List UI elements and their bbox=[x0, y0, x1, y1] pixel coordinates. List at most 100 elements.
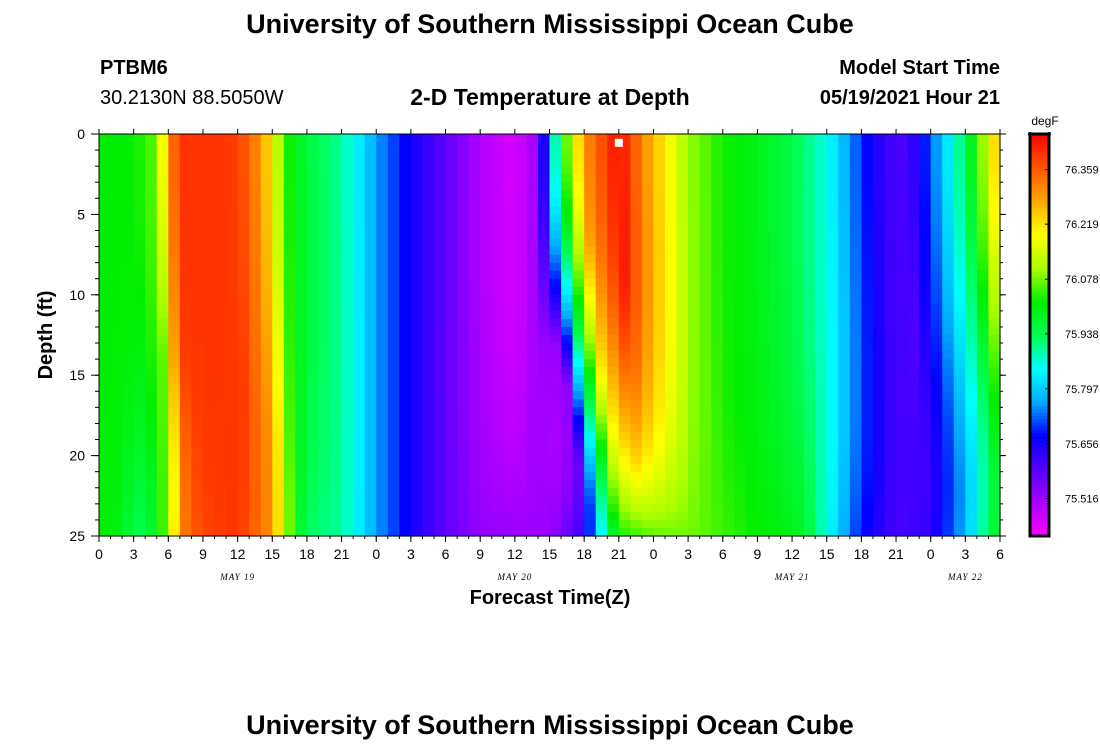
heatmap-cell bbox=[549, 214, 562, 224]
heatmap-cell bbox=[572, 206, 585, 215]
heatmap-cell bbox=[272, 407, 285, 416]
heatmap-cell bbox=[99, 479, 112, 489]
heatmap-cell bbox=[318, 479, 331, 489]
heatmap-cell bbox=[618, 134, 631, 143]
heatmap-cell bbox=[549, 246, 562, 256]
heatmap-cell bbox=[214, 519, 227, 529]
heatmap-cell bbox=[641, 198, 655, 207]
heatmap-cell bbox=[745, 270, 759, 280]
heatmap-cell bbox=[272, 471, 285, 481]
heatmap-cell bbox=[318, 182, 331, 191]
heatmap-cell bbox=[237, 407, 250, 416]
heatmap-cell bbox=[214, 375, 227, 384]
heatmap-cell bbox=[688, 351, 701, 360]
x-tick-label: 12 bbox=[784, 546, 800, 562]
heatmap-cell bbox=[306, 439, 320, 449]
x-axis-title: Forecast Time(Z) bbox=[470, 587, 631, 609]
heatmap-cell bbox=[110, 190, 123, 199]
heatmap-cell bbox=[884, 222, 897, 232]
heatmap-cell bbox=[99, 431, 112, 441]
heatmap-cell bbox=[110, 479, 123, 489]
heatmap-cell bbox=[156, 254, 169, 264]
heatmap-cell bbox=[953, 367, 966, 376]
heatmap-cell bbox=[988, 222, 1001, 232]
heatmap-cell bbox=[364, 190, 377, 199]
heatmap-cell bbox=[179, 359, 193, 368]
heatmap-cell bbox=[907, 190, 920, 199]
heatmap-cell bbox=[896, 310, 909, 320]
heatmap-cell bbox=[953, 318, 966, 328]
heatmap-cell bbox=[156, 511, 169, 521]
heatmap-cell bbox=[907, 206, 920, 215]
heatmap-cell bbox=[653, 310, 666, 320]
heatmap-cell bbox=[572, 407, 585, 416]
heatmap-cell bbox=[549, 391, 562, 400]
heatmap-cell bbox=[792, 447, 805, 457]
heatmap-cell bbox=[803, 383, 816, 392]
heatmap-cell bbox=[630, 286, 643, 296]
heatmap-cell bbox=[688, 262, 701, 272]
heatmap-cell bbox=[584, 310, 597, 320]
heatmap-cell bbox=[237, 383, 250, 392]
heatmap-cell bbox=[503, 214, 516, 224]
x-tick-label: 0 bbox=[927, 546, 935, 562]
heatmap-cell bbox=[214, 230, 227, 240]
heatmap-cell bbox=[618, 375, 631, 384]
heatmap-cell bbox=[722, 198, 735, 207]
heatmap-cell bbox=[953, 222, 966, 232]
heatmap-cell bbox=[711, 391, 724, 400]
heatmap-cell bbox=[468, 463, 481, 473]
heatmap-cell bbox=[122, 166, 135, 175]
heatmap-cell bbox=[780, 158, 793, 167]
heatmap-cell bbox=[433, 367, 447, 376]
heatmap-cell bbox=[202, 423, 216, 433]
heatmap-cell bbox=[849, 302, 862, 312]
heatmap-cell bbox=[861, 367, 874, 376]
heatmap-cell bbox=[780, 286, 793, 296]
heatmap-cell bbox=[318, 318, 331, 328]
heatmap-cell bbox=[757, 302, 770, 312]
heatmap-cell bbox=[734, 286, 747, 296]
heatmap-cell bbox=[122, 150, 135, 159]
heatmap-cell bbox=[768, 471, 782, 481]
heatmap-cell bbox=[330, 399, 343, 408]
heatmap-cell bbox=[618, 142, 631, 151]
heatmap-cell bbox=[722, 359, 735, 368]
heatmap-cell bbox=[133, 367, 146, 376]
heatmap-cell bbox=[572, 174, 585, 183]
heatmap-cell bbox=[699, 343, 712, 352]
heatmap-cell bbox=[607, 326, 620, 336]
heatmap-cell bbox=[433, 166, 447, 175]
heatmap-cell bbox=[584, 471, 597, 481]
heatmap-cell bbox=[896, 343, 909, 352]
heatmap-cell bbox=[676, 335, 689, 344]
heatmap-cell bbox=[965, 222, 978, 232]
colorbar-tick-label: 76.078 bbox=[1065, 274, 1099, 286]
heatmap-cell bbox=[595, 391, 608, 400]
heatmap-cell bbox=[630, 431, 643, 441]
heatmap-cell bbox=[491, 190, 504, 199]
heatmap-cell bbox=[734, 142, 747, 151]
heatmap-cell bbox=[503, 367, 516, 376]
heatmap-cell bbox=[503, 246, 516, 256]
heatmap-cell bbox=[306, 367, 320, 376]
heatmap-cell bbox=[410, 447, 424, 457]
heatmap-cell bbox=[561, 399, 574, 408]
heatmap-cell bbox=[838, 407, 851, 416]
heatmap-cell bbox=[376, 455, 389, 465]
heatmap-cell bbox=[399, 415, 412, 425]
heatmap-cell bbox=[676, 294, 689, 304]
heatmap-cell bbox=[872, 383, 886, 392]
heatmap-cell bbox=[699, 214, 712, 224]
heatmap-cell bbox=[133, 383, 146, 392]
heatmap-cell bbox=[942, 238, 955, 248]
heatmap-cell bbox=[665, 479, 678, 489]
heatmap-cell bbox=[122, 326, 135, 336]
heatmap-cell bbox=[688, 190, 701, 199]
heatmap-cell bbox=[584, 431, 597, 441]
heatmap-cell bbox=[295, 302, 308, 312]
heatmap-cell bbox=[226, 463, 239, 473]
heatmap-cell bbox=[584, 399, 597, 408]
heatmap-cell bbox=[295, 222, 308, 232]
heatmap-cell bbox=[676, 286, 689, 296]
